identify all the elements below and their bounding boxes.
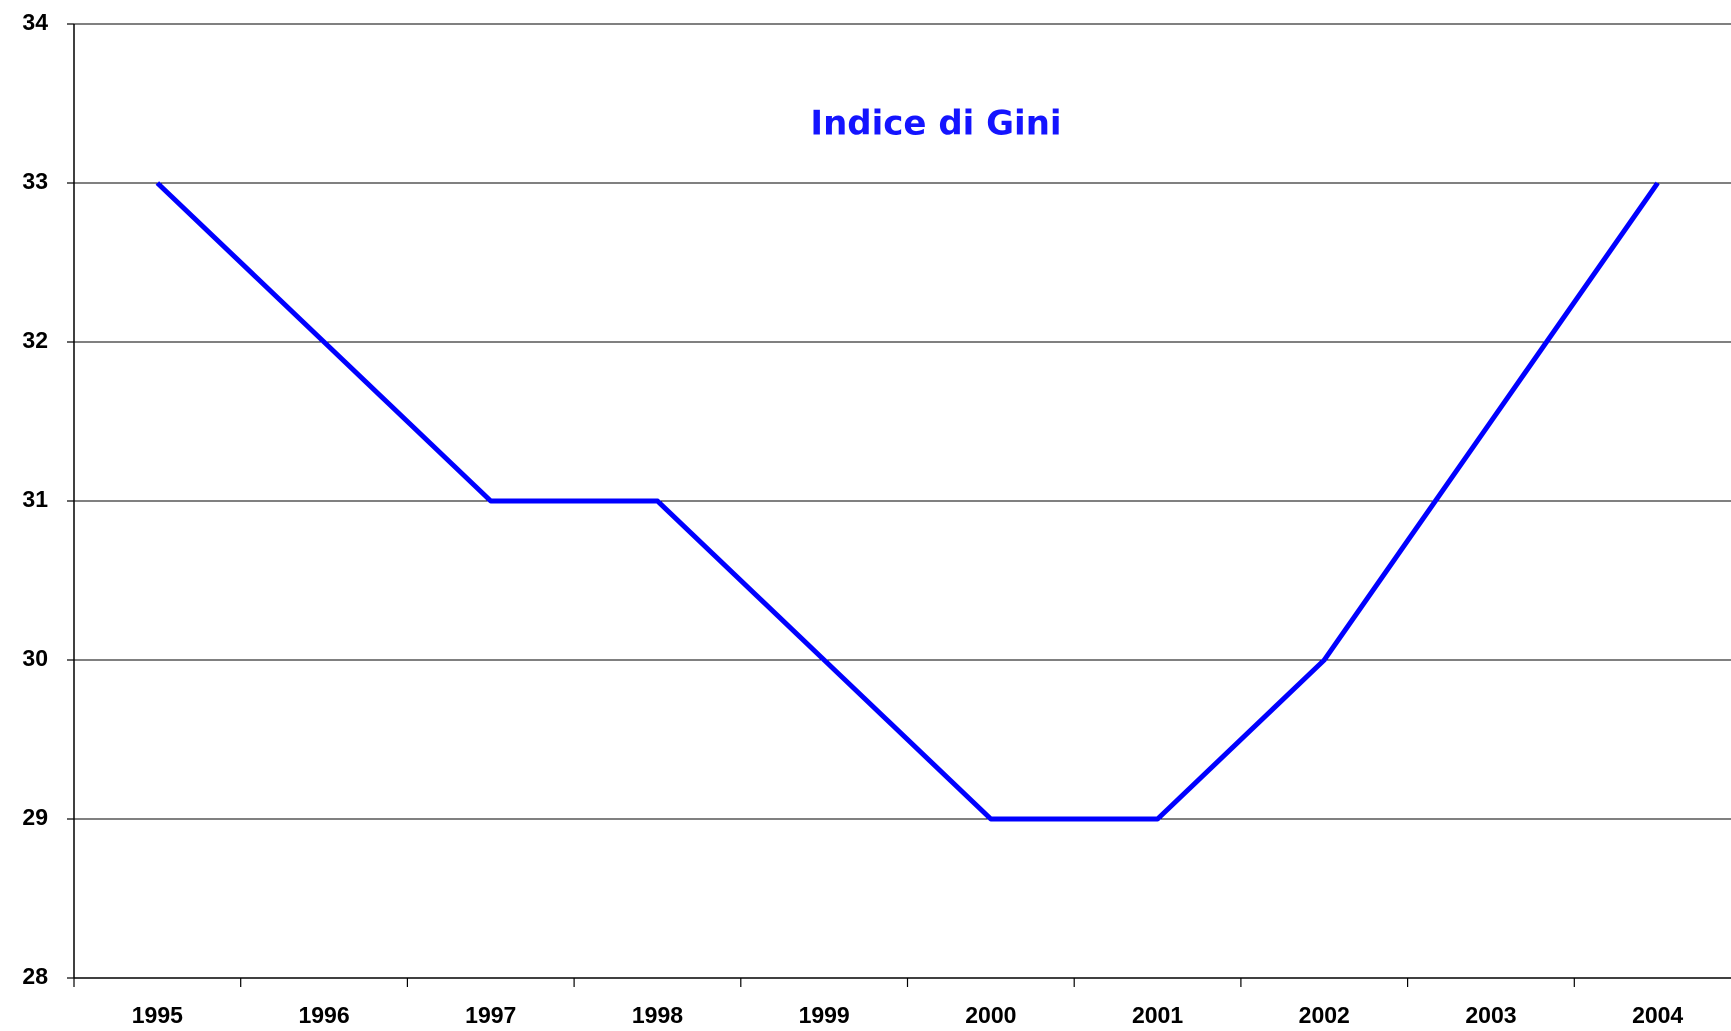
y-tick-label: 28: [22, 963, 48, 989]
x-tick-label: 2000: [965, 1002, 1016, 1028]
x-tick-label: 1998: [632, 1002, 683, 1028]
x-tick-label: 1996: [298, 1002, 349, 1028]
x-tick-label: 1997: [465, 1002, 516, 1028]
y-tick-label: 32: [22, 327, 48, 353]
y-tick-label: 34: [22, 9, 48, 35]
y-tick-label: 29: [22, 804, 48, 830]
x-tick-label: 1995: [132, 1002, 183, 1028]
x-tick-label: 2002: [1299, 1002, 1350, 1028]
x-tick-label: 1999: [799, 1002, 850, 1028]
x-tick-label: 2004: [1632, 1002, 1683, 1028]
y-tick-label: 30: [22, 645, 48, 671]
y-tick-label: 31: [22, 486, 48, 512]
y-tick-label: 33: [22, 168, 48, 194]
x-tick-label: 2001: [1132, 1002, 1183, 1028]
x-tick-label: 2003: [1465, 1002, 1516, 1028]
chart-title: Indice di Gini: [810, 104, 1061, 144]
line-series: [155, 181, 1660, 822]
